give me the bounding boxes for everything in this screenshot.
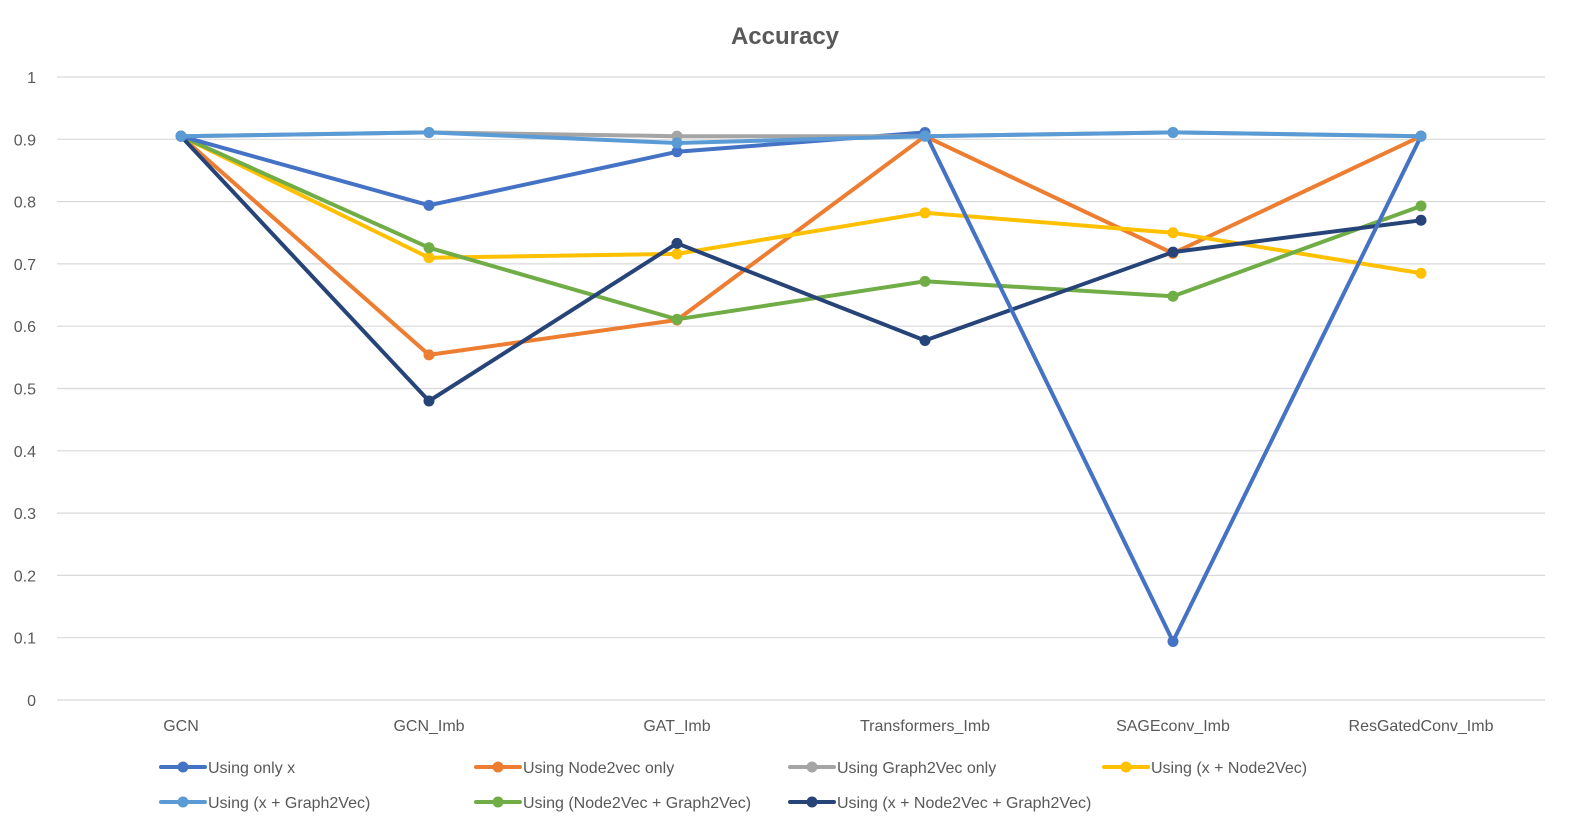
legend-label: Using only x	[208, 760, 295, 777]
legend-swatch-marker	[177, 761, 189, 773]
legend-label: Using (x + Node2Vec + Graph2Vec)	[837, 795, 1091, 812]
chart-title: Accuracy	[731, 23, 840, 50]
legend: Using only x Using Node2vec only Using Gra…	[159, 760, 1307, 812]
series-4	[175, 126, 1427, 149]
series-lines	[175, 126, 1427, 647]
data-point	[919, 335, 931, 347]
data-point	[1415, 214, 1427, 226]
legend-label: Using (Node2Vec + Graph2Vec)	[523, 795, 751, 812]
x-axis-ticks: GCN GCN_Imb GAT_Imb Transformers_Imb SAGEcon…	[163, 718, 1493, 735]
data-point	[1415, 130, 1427, 142]
y-tick-label: 0.3	[14, 506, 36, 523]
data-point	[423, 126, 435, 138]
legend-swatch-marker	[1120, 761, 1132, 773]
legend-label: Using (x + Node2Vec)	[1151, 760, 1307, 777]
legend-swatch-marker	[492, 761, 504, 773]
legend-swatch-marker	[492, 796, 504, 808]
y-axis-ticks: 0 0.1 0.2 0.3 0.4 0.5 0.6 0.7 0.8 0.9 1	[14, 70, 36, 710]
series-line	[179, 134, 1423, 276]
legend-label: Using Graph2Vec only	[837, 760, 996, 777]
gridlines	[57, 76, 1545, 701]
x-tick-label: Transformers_Imb	[860, 718, 990, 735]
data-point	[423, 252, 435, 264]
data-point	[175, 130, 187, 142]
y-tick-label: 0.4	[14, 444, 36, 461]
legend-item: Using (Node2Vec + Graph2Vec)	[474, 795, 751, 812]
data-point	[671, 313, 683, 325]
data-point	[919, 130, 931, 142]
y-tick-label: 1	[27, 70, 36, 87]
data-point	[671, 248, 683, 260]
y-tick-label: 0	[27, 693, 36, 710]
data-point	[1167, 126, 1179, 138]
series-line	[179, 130, 1423, 644]
data-point	[423, 395, 435, 407]
data-point	[1167, 290, 1179, 302]
data-point	[1415, 200, 1427, 212]
y-tick-label: 0.1	[14, 631, 36, 648]
series-line	[179, 130, 1423, 145]
legend-item: Using (x + Node2Vec)	[1102, 760, 1307, 777]
x-tick-label: ResGatedConv_Imb	[1349, 718, 1494, 735]
data-point	[671, 146, 683, 158]
data-point	[1167, 227, 1179, 239]
y-tick-label: 0.2	[14, 568, 36, 585]
data-point	[671, 237, 683, 249]
y-tick-label: 0.9	[14, 132, 36, 149]
y-tick-label: 0.8	[14, 195, 36, 212]
series-3	[175, 130, 1427, 279]
legend-item: Using Node2vec only	[474, 760, 674, 777]
series-0	[175, 126, 1427, 647]
data-point	[919, 275, 931, 287]
legend-item: Using (x + Node2Vec + Graph2Vec)	[788, 795, 1091, 812]
data-point	[919, 207, 931, 219]
series-6	[175, 130, 1427, 407]
x-tick-label: SAGEconv_Imb	[1116, 718, 1230, 735]
data-point	[423, 242, 435, 254]
legend-item: Using (x + Graph2Vec)	[159, 795, 370, 812]
legend-item: Using only x	[159, 760, 295, 777]
y-tick-label: 0.5	[14, 382, 36, 399]
series-line	[179, 134, 1423, 357]
x-tick-label: GCN	[163, 718, 199, 735]
data-point	[423, 349, 435, 361]
series-line	[179, 134, 1423, 403]
legend-item: Using Graph2Vec only	[788, 760, 996, 777]
x-tick-label: GCN_Imb	[393, 718, 464, 735]
series-line	[179, 134, 1423, 322]
data-point	[1415, 267, 1427, 279]
data-point	[1167, 635, 1179, 647]
legend-swatch-marker	[177, 796, 189, 808]
x-tick-label: GAT_Imb	[643, 718, 710, 735]
y-tick-label: 0.7	[14, 257, 36, 274]
y-tick-label: 0.6	[14, 319, 36, 336]
legend-swatch-marker	[806, 761, 818, 773]
legend-swatch-marker	[806, 796, 818, 808]
data-point	[423, 199, 435, 211]
legend-label: Using Node2vec only	[523, 760, 674, 777]
legend-label: Using (x + Graph2Vec)	[208, 795, 370, 812]
data-point	[671, 137, 683, 149]
data-point	[1167, 246, 1179, 258]
